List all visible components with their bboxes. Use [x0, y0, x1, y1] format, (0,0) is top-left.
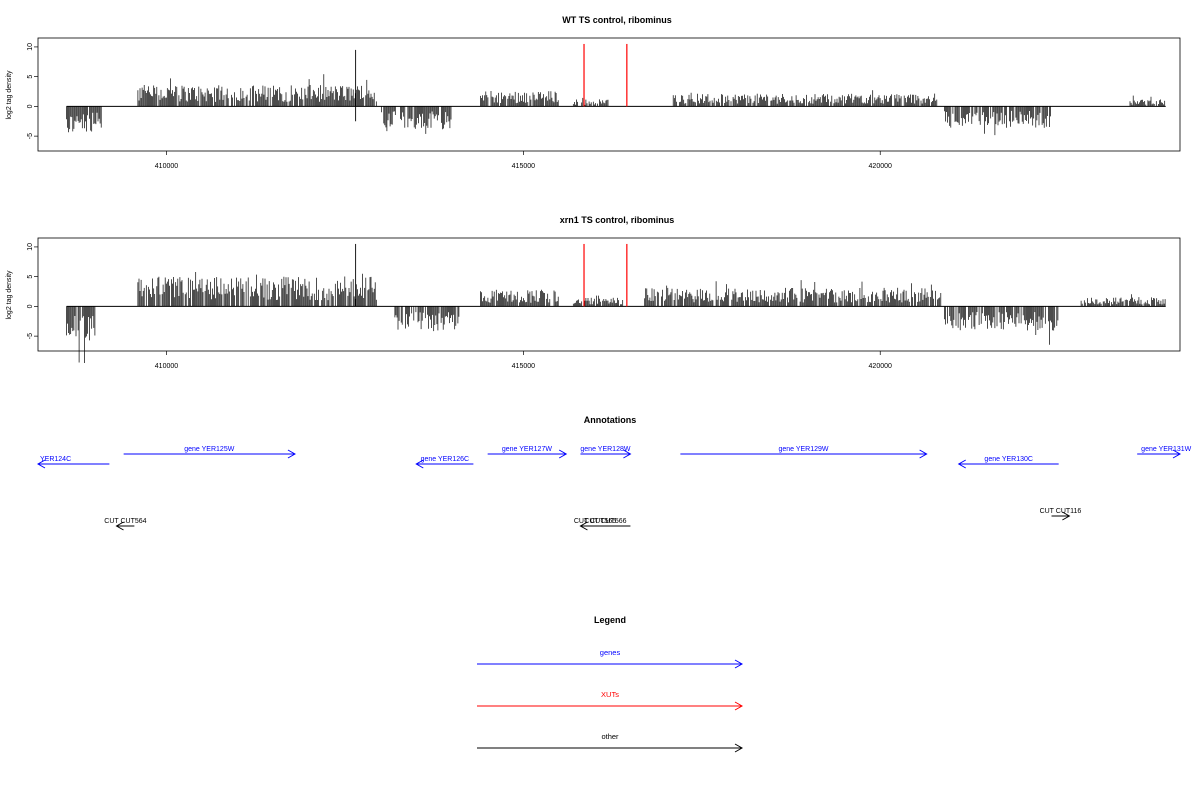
y-tick-label: 5 [27, 75, 34, 79]
y-axis-label: log2 tag density [6, 70, 13, 120]
y-tick-label: 10 [27, 243, 34, 251]
y-tick-label: 5 [27, 275, 34, 279]
y-tick-label: 0 [27, 104, 34, 108]
legend-label: other [601, 732, 619, 741]
x-tick-label: 410000 [155, 363, 178, 370]
legend-title: Legend [594, 615, 626, 625]
other-arrow [579, 521, 631, 531]
plot-frame [37, 37, 1181, 152]
gene-arrow [580, 449, 632, 459]
gene-label: gene YER129W [778, 446, 828, 453]
gene-arrow [1137, 449, 1182, 459]
other-label: CUT CUT116 [1040, 508, 1082, 515]
legend: Legend genes XUTs other [477, 615, 744, 753]
other-arrow [115, 521, 135, 531]
legend-arrow-other [477, 743, 744, 753]
gene-label: gene YER126C [421, 456, 470, 463]
gene-arrow [36, 459, 110, 469]
y-tick-label: 10 [27, 43, 34, 51]
gene-arrow [123, 449, 296, 459]
other-label: CUT CUT566 [584, 518, 626, 525]
gene-arrow [415, 459, 474, 469]
legend-label: genes [600, 648, 621, 657]
y-axis-label: log2 tag density [6, 270, 13, 320]
signal-bars [66, 243, 1166, 363]
signal-bars [66, 49, 1166, 136]
x-tick-label: 420000 [869, 163, 892, 170]
y-tick-label: -5 [27, 133, 34, 139]
panel-xrn1: xrn1 TS control, ribominus log2 tag dens… [6, 215, 1181, 370]
plot-frame [37, 237, 1181, 352]
gene-arrow [957, 459, 1059, 469]
gene-label: gene YER127W [502, 446, 552, 453]
y-tick-label: -5 [27, 333, 34, 339]
panel-wt: WT TS control, ribominus log2 tag densit… [6, 15, 1181, 170]
gene-arrow [487, 449, 568, 459]
annotations-track: Annotations YER124C gene YER125W gene YER1… [36, 415, 1192, 531]
legend-label: XUTs [601, 690, 619, 699]
x-tick-label: 410000 [155, 163, 178, 170]
panel-title: WT TS control, ribominus [562, 15, 672, 25]
x-tick-label: 415000 [512, 163, 535, 170]
other-arrow [1051, 511, 1071, 521]
legend-arrow-genes [477, 659, 744, 669]
annotations-title: Annotations [584, 415, 637, 425]
legend-arrow-xuts [477, 701, 744, 711]
other-label: CUT CUT565 [574, 518, 616, 525]
y-tick-label: 0 [27, 304, 34, 308]
gene-label: gene YER128W [580, 446, 630, 453]
panel-title: xrn1 TS control, ribominus [560, 215, 675, 225]
other-label: CUT CUT564 [104, 518, 146, 525]
x-tick-label: 420000 [869, 363, 892, 370]
gene-label: YER124C [40, 456, 71, 463]
x-tick-label: 415000 [512, 363, 535, 370]
gene-label: gene YER125W [184, 446, 234, 453]
gene-label: gene YER131W [1141, 446, 1191, 453]
gene-arrow [680, 449, 928, 459]
gene-label: gene YER130C [984, 456, 1033, 463]
